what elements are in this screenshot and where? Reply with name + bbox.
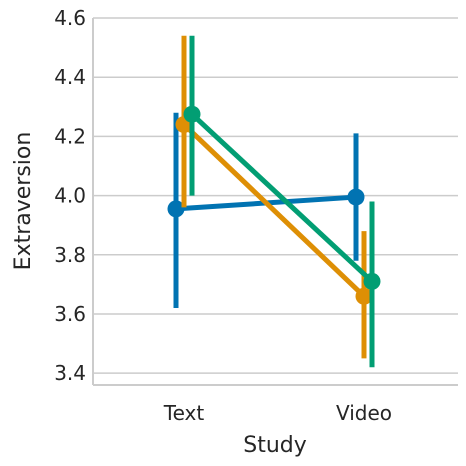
- series-line: [182, 122, 366, 299]
- grid-lines: [93, 17, 458, 374]
- y-tick-labels: 3.4 3.6 3.8 4.0 4.2 4.4 4.6: [54, 6, 86, 385]
- series-group: [167, 112, 365, 309]
- y-tick-label: 4.6: [54, 6, 86, 30]
- y-tick-label: 3.4: [54, 361, 86, 385]
- x-tick-labels: Text Video: [163, 401, 392, 425]
- x-tick-label: Text: [163, 401, 205, 425]
- series-group: [183, 35, 381, 368]
- data-point: [355, 287, 373, 305]
- data-point: [183, 105, 201, 123]
- series: [167, 35, 381, 368]
- x-axis-label: Study: [243, 433, 307, 458]
- data-point: [347, 188, 365, 206]
- y-tick-label: 4.0: [54, 184, 86, 208]
- data-point: [167, 200, 185, 218]
- y-tick-label: 4.4: [54, 65, 86, 89]
- y-tick-label: 3.6: [54, 302, 86, 326]
- axes: [92, 18, 458, 386]
- y-tick-label: 3.8: [54, 243, 86, 267]
- x-tick-label: Video: [336, 401, 392, 425]
- series-line: [190, 112, 374, 284]
- y-axis-label: Extraversion: [11, 132, 36, 271]
- y-tick-label: 4.2: [54, 124, 86, 148]
- data-point: [363, 272, 381, 290]
